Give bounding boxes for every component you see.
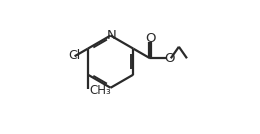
Text: CH₃: CH₃ [89,84,111,97]
Text: O: O [145,32,155,45]
Text: O: O [165,52,175,65]
Text: Cl: Cl [68,49,80,62]
Text: N: N [106,29,116,42]
